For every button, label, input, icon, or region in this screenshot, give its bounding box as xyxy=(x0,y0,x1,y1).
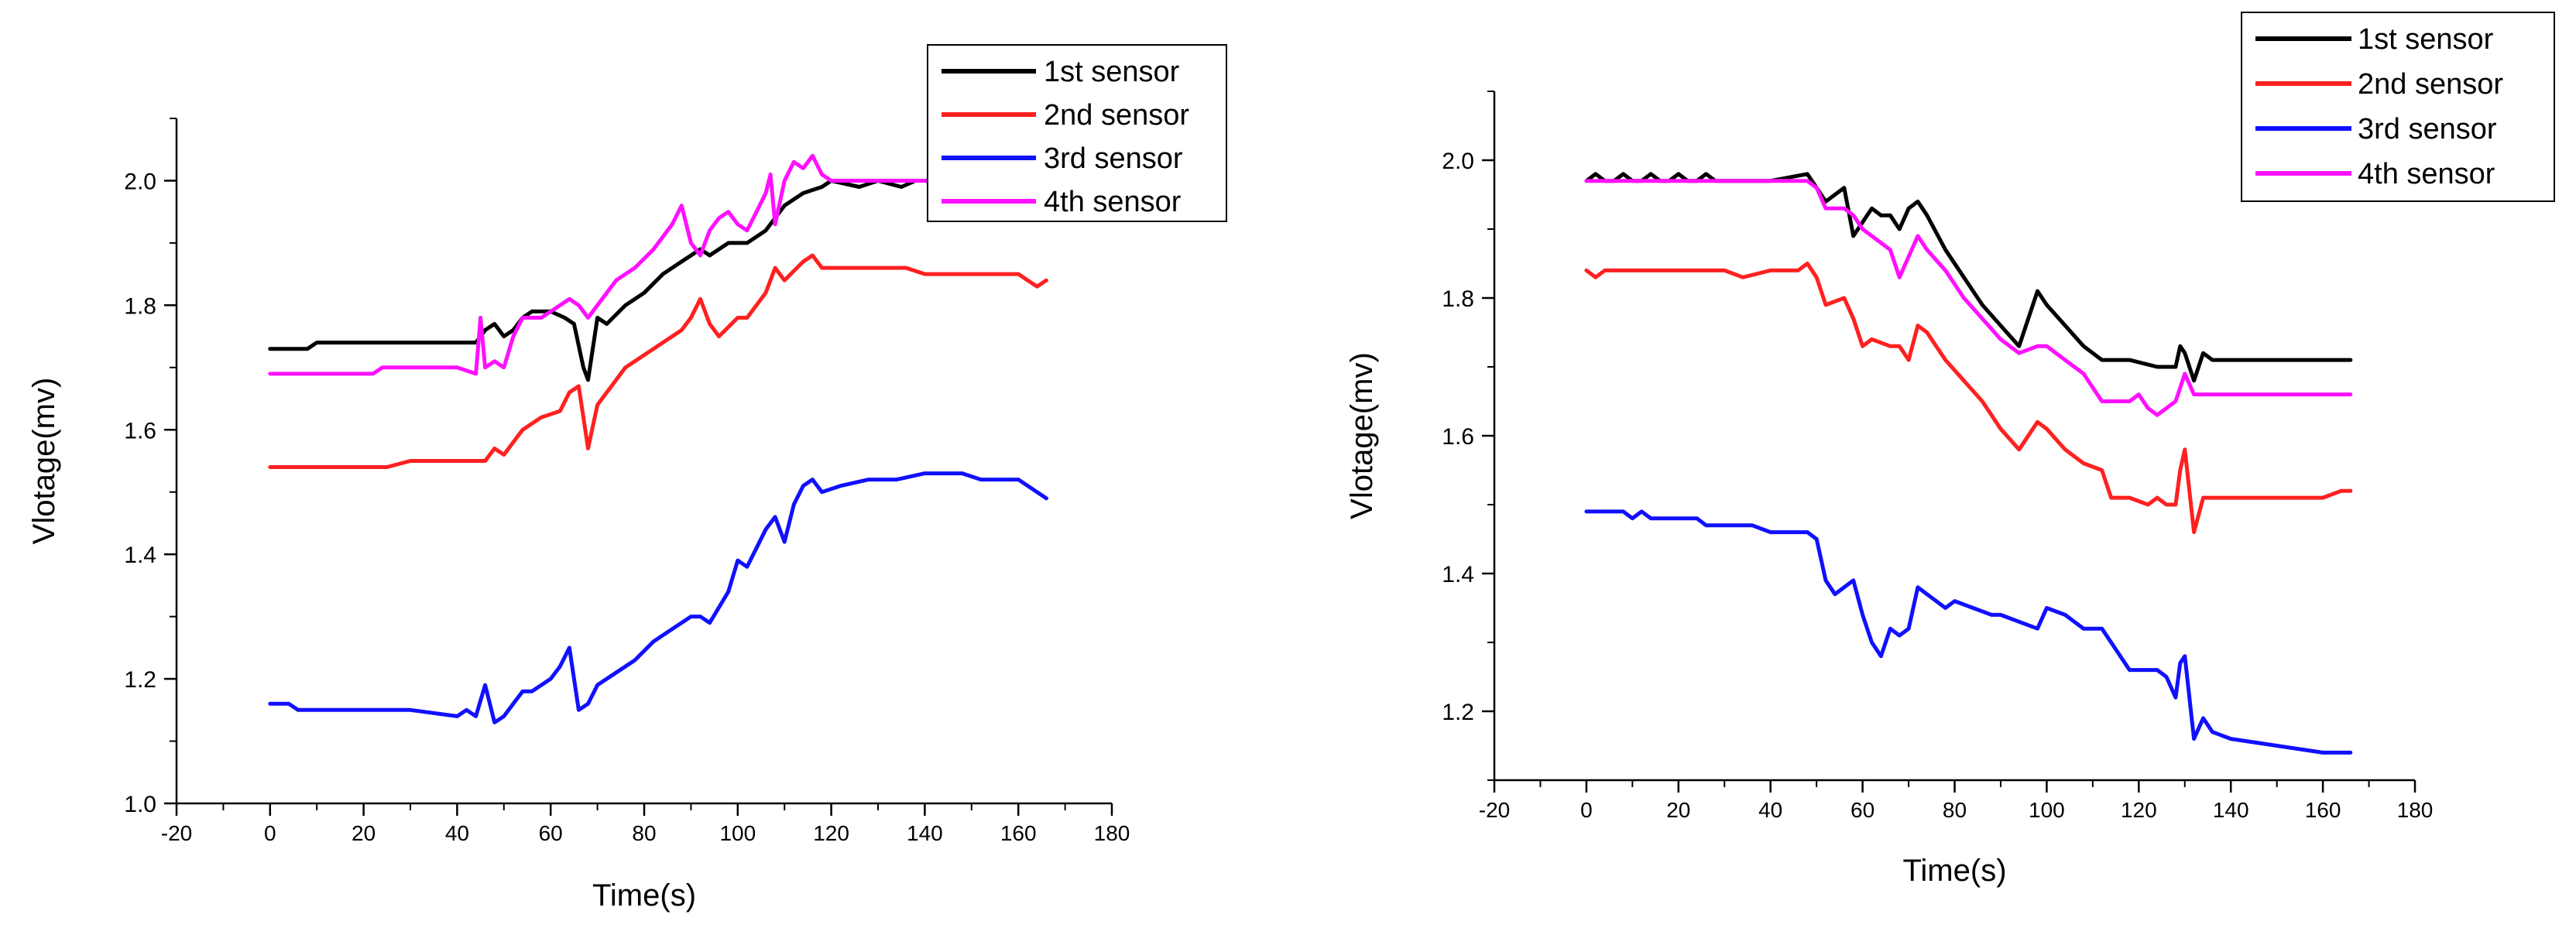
legend: 1st sensor 2nd sensor 3rd sensor 4th sensor xyxy=(927,44,1227,222)
legend-label-3: 3rd sensor xyxy=(1044,142,1183,175)
x-tick-label: 140 xyxy=(907,821,943,845)
x-tick-label: 180 xyxy=(1094,821,1130,845)
chart-left: -20 0 20 40 60 80 100 120 140 160 180 1.0 1.2 1.4 1.6 1… xyxy=(27,44,1227,913)
series-line-4 xyxy=(268,153,951,376)
legend-box xyxy=(2241,12,2555,202)
y-axis-label: Vlotage(mv) xyxy=(1345,352,1379,519)
legend-label-2: 2nd sensor xyxy=(1044,99,1189,132)
x-tick-label: 160 xyxy=(1000,821,1037,845)
series-line-2 xyxy=(268,253,1048,469)
legend-label-1: 1st sensor xyxy=(2358,23,2494,56)
x-axis-label: Time(s) xyxy=(592,878,696,913)
x-tick-label: 80 xyxy=(632,821,656,845)
x-tick-label: 120 xyxy=(2121,798,2157,822)
legend-label-1: 1st sensor xyxy=(1044,56,1180,88)
x-tick-label: 40 xyxy=(1758,798,1782,822)
y-tick-label: 2.0 xyxy=(124,169,156,194)
x-tick-label: 160 xyxy=(2305,798,2341,822)
legend: 1st sensor 2nd sensor 3rd sensor 4th sensor xyxy=(2241,12,2555,202)
y-tick-label: 2.0 xyxy=(1442,149,1474,174)
y-tick-label: 1.4 xyxy=(124,543,156,568)
x-tick-label: 20 xyxy=(352,821,376,845)
chart-right: -20 0 20 40 60 80 100 120 140 160 180 1.2 1.4 1.6 1.8 2… xyxy=(1345,12,2555,888)
x-tick-label: 100 xyxy=(719,821,756,845)
x-tick-label: 40 xyxy=(445,821,469,845)
y-tick-label: 1.6 xyxy=(1442,424,1474,450)
legend-label-2: 2nd sensor xyxy=(2358,68,2503,101)
x-tick-label: -20 xyxy=(1479,798,1510,822)
y-tick-label: 1.8 xyxy=(124,293,156,319)
series-line-2 xyxy=(1584,262,2353,535)
x-tick-label: 60 xyxy=(539,821,563,845)
x-axis-label: Time(s) xyxy=(1902,854,2006,888)
legend-label-4: 4th sensor xyxy=(2358,158,2495,190)
y-tick-label: 1.2 xyxy=(1442,700,1474,725)
y-axis-label: Vlotage(mv) xyxy=(27,378,61,545)
series-line-4 xyxy=(1584,179,2353,417)
y-tick-label: 1.4 xyxy=(1442,562,1474,587)
x-tick-label: 60 xyxy=(1851,798,1875,822)
x-tick-label: 140 xyxy=(2213,798,2249,822)
legend-label-4: 4th sensor xyxy=(1044,186,1182,218)
x-tick-label: 180 xyxy=(2397,798,2434,822)
x-tick-label: 80 xyxy=(1943,798,1967,822)
legend-label-3: 3rd sensor xyxy=(2358,113,2497,146)
x-tick-label: 120 xyxy=(813,821,849,845)
x-tick-label: 0 xyxy=(1580,798,1593,822)
y-tick-label: 1.0 xyxy=(124,792,156,817)
series-line-3 xyxy=(268,471,1048,724)
x-tick-label: 100 xyxy=(2029,798,2065,822)
x-tick-label: 20 xyxy=(1666,798,1690,822)
y-tick-label: 1.8 xyxy=(1442,286,1474,312)
x-tick-label: 0 xyxy=(264,821,276,845)
x-tick-label: -20 xyxy=(161,821,192,845)
legend-box xyxy=(927,44,1227,222)
y-tick-label: 1.2 xyxy=(124,667,156,693)
series-line-3 xyxy=(1584,509,2353,755)
y-tick-label: 1.6 xyxy=(124,418,156,443)
